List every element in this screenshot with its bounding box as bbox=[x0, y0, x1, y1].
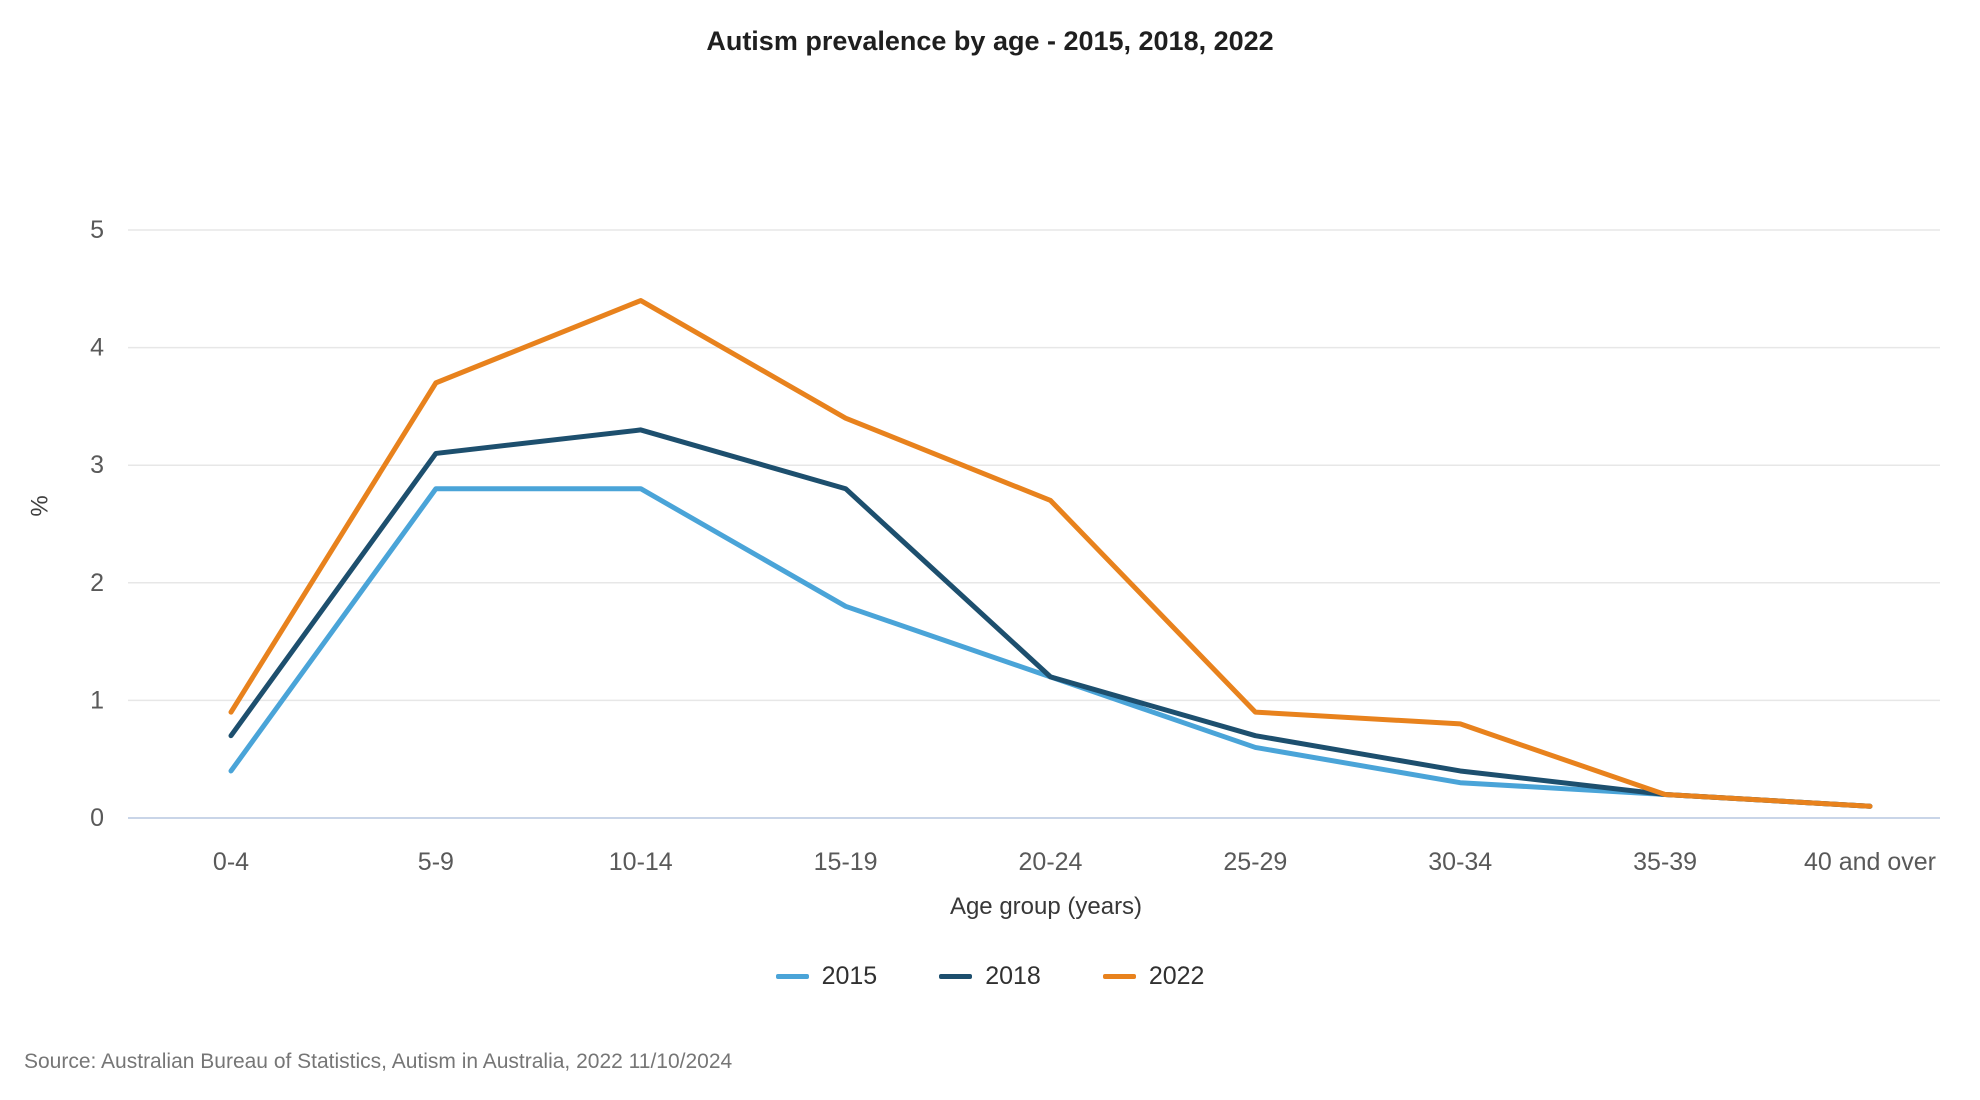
legend-swatch-2022 bbox=[1102, 974, 1136, 979]
x-tick-label-0-4: 0-4 bbox=[213, 848, 249, 876]
x-tick-label-25-29: 25-29 bbox=[1223, 848, 1287, 876]
x-tick-label-10-14: 10-14 bbox=[609, 848, 673, 876]
legend-item-2022[interactable]: 2022 bbox=[1102, 962, 1205, 991]
y-tick-label-0: 0 bbox=[90, 804, 104, 832]
y-tick-label-2: 2 bbox=[90, 569, 104, 597]
x-tick-label-20-24: 20-24 bbox=[1019, 848, 1083, 876]
series-line-2022 bbox=[228, 298, 1873, 809]
legend-label-2018: 2018 bbox=[985, 962, 1041, 990]
x-tick-label-30-34: 30-34 bbox=[1428, 848, 1492, 876]
legend-swatch-2018 bbox=[939, 974, 973, 979]
source-note: Source: Australian Bureau of Statistics,… bbox=[24, 1050, 733, 1073]
series-line-2018 bbox=[228, 427, 1873, 809]
x-tick-label-35-39: 35-39 bbox=[1633, 848, 1697, 876]
legend-item-2015[interactable]: 2015 bbox=[775, 962, 878, 991]
legend-label-2015: 2015 bbox=[821, 962, 878, 990]
chart-title: Autism prevalence by age - 2015, 2018, 2… bbox=[706, 26, 1274, 56]
y-tick-label-5: 5 bbox=[90, 216, 104, 244]
legend: 2015 2018 2022 bbox=[0, 962, 1980, 991]
legend-label-2022: 2022 bbox=[1148, 962, 1205, 990]
series-line-2015 bbox=[228, 486, 1873, 809]
x-axis-title: Age group (years) bbox=[949, 893, 1143, 920]
x-tick-label-40-and-over: 40 and over bbox=[1804, 848, 1936, 876]
y-tick-label-4: 4 bbox=[90, 334, 104, 362]
y-tick-label-3: 3 bbox=[90, 451, 104, 479]
y-axis-title: % bbox=[26, 495, 54, 517]
x-tick-label-15-19: 15-19 bbox=[814, 848, 878, 876]
legend-swatch-2015 bbox=[775, 974, 809, 979]
y-tick-label-1: 1 bbox=[90, 686, 104, 714]
x-tick-label-5-9: 5-9 bbox=[418, 848, 454, 876]
legend-item-2018[interactable]: 2018 bbox=[939, 962, 1041, 991]
